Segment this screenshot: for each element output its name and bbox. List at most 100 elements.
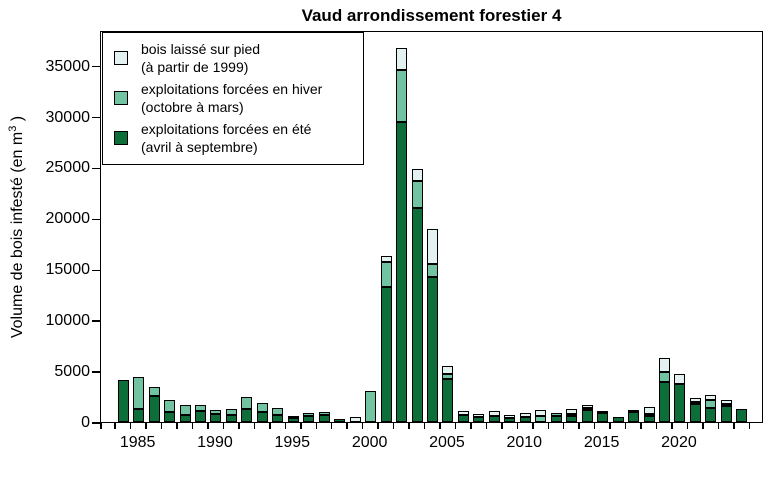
x-axis-tick xyxy=(578,423,580,429)
x-axis-tick xyxy=(207,423,209,429)
x-axis-tick xyxy=(269,423,271,429)
bar-segment-ete xyxy=(272,415,284,422)
legend-swatch-hiver xyxy=(114,91,128,105)
x-axis-tick xyxy=(423,423,426,429)
legend-label-line2: (à partir de 1999) xyxy=(141,59,249,75)
bar-2005 xyxy=(442,366,454,422)
x-axis-tick xyxy=(733,423,735,429)
bar-1999 xyxy=(349,417,361,422)
legend-label-line1: exploitations forcées en hiver xyxy=(141,81,323,97)
bar-segment-hiver xyxy=(658,372,670,382)
x-axis-tick xyxy=(593,423,596,429)
bar-segment-ete xyxy=(256,412,268,422)
bar-1992 xyxy=(241,397,253,422)
bar-segment-ete xyxy=(117,380,129,422)
bar-segment-pied xyxy=(442,366,454,374)
x-tick-label: 2005 xyxy=(429,434,465,451)
x-axis-tick xyxy=(717,423,720,429)
bar-segment-pied xyxy=(705,395,717,400)
bar-segment-ete xyxy=(194,411,206,422)
x-axis-tick xyxy=(624,423,627,429)
x-axis-tick xyxy=(100,423,102,429)
legend-label-line1: bois laissé sur pied xyxy=(141,41,261,57)
bar-segment-pied xyxy=(581,405,593,408)
x-axis-tick xyxy=(671,423,673,429)
legend-item-ete: exploitations forcées en été (avril à se… xyxy=(114,120,363,156)
bar-segment-ete xyxy=(612,417,624,422)
bar-segment-ete xyxy=(689,404,701,422)
x-tick-label: 2010 xyxy=(506,434,543,451)
x-axis-tick xyxy=(377,423,379,429)
legend-label-bois-laisse: bois laissé sur pied (à partir de 1999) xyxy=(141,40,260,76)
bar-segment-ete xyxy=(210,414,222,422)
x-axis-tick xyxy=(655,423,658,429)
legend-item-bois-laisse: bois laissé sur pied (à partir de 1999) xyxy=(114,40,363,76)
bar-segment-ete xyxy=(643,416,655,422)
bar-segment-ete xyxy=(581,410,593,422)
bar-segment-ete xyxy=(411,208,423,422)
bar-segment-hiver xyxy=(411,181,423,208)
bar-2011 xyxy=(535,410,547,422)
bar-2008 xyxy=(488,411,500,422)
bar-segment-ete xyxy=(736,409,748,422)
x-axis-tick xyxy=(191,423,194,429)
bar-2019 xyxy=(658,358,670,422)
x-axis-tick xyxy=(748,423,751,429)
legend-item-hiver: exploitations forcées en hiver (octobre … xyxy=(114,80,363,116)
bar-segment-ete xyxy=(658,382,670,422)
bar-2001 xyxy=(380,256,392,422)
bar-segment-hiver xyxy=(194,405,206,411)
bar-1996 xyxy=(303,413,315,422)
bar-segment-pied xyxy=(349,417,361,422)
bar-2015 xyxy=(597,411,609,422)
bar-segment-hiver xyxy=(365,391,377,422)
bar-1989 xyxy=(194,405,206,422)
x-tick-label: 1995 xyxy=(274,434,311,451)
y-axis-tick xyxy=(92,371,100,373)
bar-segment-ete xyxy=(504,418,516,422)
x-tick-label: 2000 xyxy=(351,434,388,451)
bar-segment-ete xyxy=(488,416,500,422)
x-tick-label: 2020 xyxy=(661,434,697,451)
legend-label-line2: (avril à septembre) xyxy=(141,139,258,155)
bar-segment-ete xyxy=(720,406,732,422)
bar-segment-pied xyxy=(457,411,469,415)
y-tick-label: 15000 xyxy=(45,261,91,279)
x-axis-tick xyxy=(222,423,225,429)
y-axis-label: Volume de bois infesté (en m3 ) xyxy=(7,116,27,338)
bar-segment-ete xyxy=(426,277,438,422)
legend-swatch-bois-laisse xyxy=(114,51,128,65)
bar-2004 xyxy=(426,229,438,422)
x-axis-tick xyxy=(238,423,240,429)
x-axis-tick xyxy=(408,423,410,429)
bar-segment-hiver xyxy=(164,400,176,412)
bar-segment-ete xyxy=(442,379,454,422)
bar-segment-pied xyxy=(519,413,531,417)
y-tick-label: 10000 xyxy=(45,312,91,330)
x-axis-tick xyxy=(129,423,132,429)
bar-1998 xyxy=(334,419,346,422)
legend-label-hiver: exploitations forcées en hiver (octobre … xyxy=(141,80,322,116)
bar-segment-pied xyxy=(380,256,392,262)
y-tick-label: 35000 xyxy=(45,57,91,75)
x-tick-label: 1985 xyxy=(119,434,156,451)
bar-1986 xyxy=(148,387,160,422)
bar-segment-ete xyxy=(550,416,562,422)
bar-segment-pied xyxy=(658,358,670,372)
bar-segment-ete xyxy=(148,396,160,422)
bar-segment-pied xyxy=(488,411,500,416)
x-axis-tick xyxy=(315,423,318,429)
bar-segment-hiver xyxy=(581,408,593,410)
bar-segment-ete xyxy=(380,287,392,422)
bar-2013 xyxy=(566,409,578,422)
bar-2014 xyxy=(581,405,593,422)
bar-segment-pied xyxy=(504,415,516,418)
x-axis-tick xyxy=(454,423,457,429)
bar-1991 xyxy=(225,409,237,422)
bar-segment-ete xyxy=(303,416,315,422)
x-axis-tick xyxy=(160,423,163,429)
x-axis-tick xyxy=(392,423,395,429)
x-axis-tick xyxy=(532,423,534,429)
x-axis-tick xyxy=(501,423,503,429)
